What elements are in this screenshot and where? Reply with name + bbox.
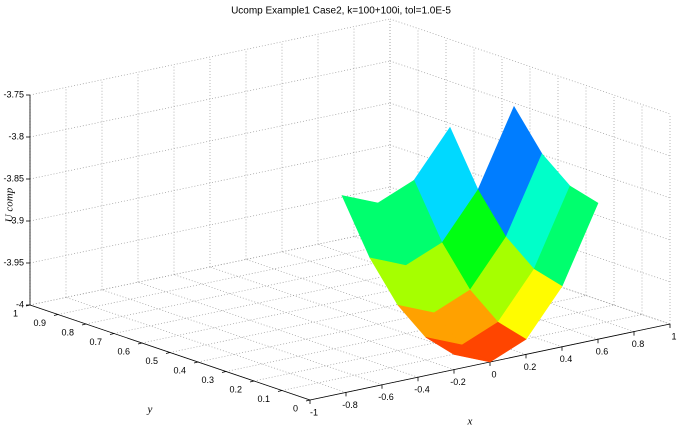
x-tick-label: 0.2 [524,362,537,372]
y-tick-label: 0.5 [145,356,158,366]
grid-line [137,281,419,378]
x-tick-label: -1 [310,407,318,417]
z-tick-label: -3.95 [3,257,24,267]
y-axis-label: y [147,404,153,416]
x-tick-label: -0.6 [378,392,394,402]
y-tick [193,361,199,364]
y-tick [53,314,59,316]
y-tick [109,333,115,335]
y-tick [277,390,283,392]
y-tick-label: 0.8 [61,327,74,337]
y-tick [221,371,227,373]
x-tick-label: 0 [491,369,496,379]
y-tick-label: 0.4 [173,365,186,375]
grid-line [29,228,391,306]
z-tick-label: -3.8 [8,131,24,141]
z-tick-label: -3.75 [3,89,24,99]
surface-patch [425,337,491,363]
grid-line [389,60,671,157]
y-tick-label: 0.9 [33,318,46,328]
grid-line [29,144,391,222]
x-tick-label: 1 [671,331,676,341]
grid-line [29,18,391,96]
y-tick-label: 0.6 [117,346,130,356]
chart-title: Ucomp Example1 Case2, k=100+100i, tol=1.… [231,6,451,17]
z-tick-label: -3.85 [3,173,24,183]
y-tick [249,380,255,383]
y-tick-label: 0.1 [257,394,270,404]
z-axis-label: U comp [4,187,16,222]
grid-line [101,289,383,386]
y-tick-label: 0.7 [89,337,102,347]
grid-line [29,60,391,138]
x-tick-label: -0.2 [450,377,466,387]
grid-line [57,238,419,315]
y-tick [305,399,311,402]
y-tick [81,323,87,326]
grid-line [29,102,391,180]
y-tick-label: 0.3 [201,375,214,385]
grid-line [389,18,671,115]
x-tick-label: 0.4 [560,354,573,364]
grid-line [29,186,391,264]
grid-line [245,259,527,355]
x-tick-label: 0.8 [632,339,645,349]
x-tick-label: 0.6 [596,347,609,357]
x-tick-label: -0.8 [342,400,358,410]
y-tick [165,352,171,354]
y-tick [137,342,143,345]
y-tick-label: 0 [293,403,298,413]
x-axis-label: x [467,416,473,428]
y-tick-label: 1 [13,308,18,318]
z-tick-label: -4 [16,299,24,309]
y-tick-label: 0.2 [229,384,242,394]
z-tick-label: -3.9 [8,215,24,225]
grid-line [253,304,615,382]
x-tick-label: -0.4 [414,385,430,395]
